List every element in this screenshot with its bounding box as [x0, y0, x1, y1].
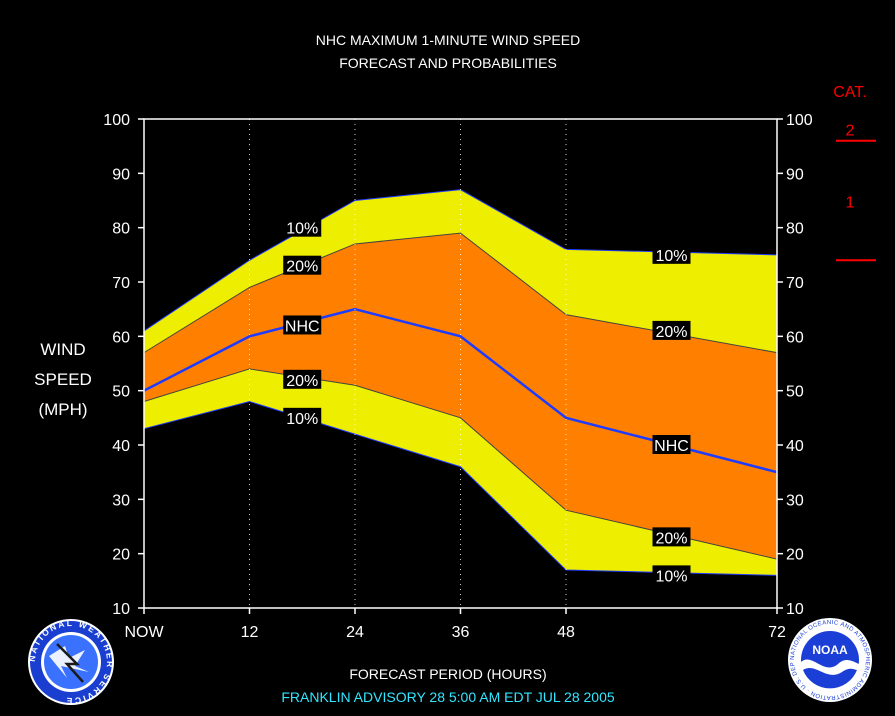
- series-label-bg: [652, 244, 691, 264]
- x-axis-label: FORECAST PERIOD (HOURS): [349, 666, 546, 682]
- x-tick-label: 24: [346, 624, 364, 641]
- y-axis-label-line3: (MPH): [38, 400, 87, 419]
- x-tick-label: 12: [241, 624, 259, 641]
- y-axis-label-line2: SPEED: [34, 370, 92, 389]
- series-label: 20%: [655, 530, 687, 547]
- series-label-bg: [283, 369, 322, 389]
- series-label-bg: [283, 255, 322, 275]
- series-line-20pct-lower: [143, 368, 778, 560]
- y-tick-label-left: 60: [112, 329, 130, 346]
- series-label: 20%: [655, 324, 687, 341]
- y-tick-label-left: 90: [112, 166, 130, 183]
- y-tick-label-left: 40: [112, 438, 130, 455]
- y-tick-label-right: 10: [786, 601, 804, 618]
- y-tick-label-right: 30: [786, 492, 804, 509]
- series-label: NHC: [285, 318, 320, 335]
- series-label: 20%: [286, 259, 318, 276]
- category-title: CAT.: [833, 84, 866, 101]
- series-line-nhc: [143, 307, 778, 474]
- series-label: 10%: [655, 568, 687, 585]
- y-tick-label-right: 60: [786, 329, 804, 346]
- series-label: NHC: [654, 438, 689, 455]
- y-axis-label-line1: WIND: [40, 340, 85, 359]
- y-tick-label-left: 20: [112, 547, 130, 564]
- series-label-bg: [652, 435, 691, 454]
- y-tick-label-right: 20: [786, 547, 804, 564]
- y-tick-label-right: 90: [786, 166, 804, 183]
- y-tick-label-left: 10: [112, 601, 130, 618]
- series-label: 20%: [286, 373, 318, 390]
- series-line-10pct-lower: [143, 401, 778, 576]
- series-label-bg: [652, 527, 691, 547]
- series-label-bg: [652, 565, 691, 585]
- noaa-logo: NOAA NATIONAL OCEANIC AND ATMOSPHERIC AD…: [788, 618, 872, 702]
- y-tick-label-left: 30: [112, 492, 130, 509]
- y-tick-label-left: 50: [112, 384, 130, 401]
- x-tick-label: 72: [768, 624, 786, 641]
- series-line-10pct-upper: [143, 189, 778, 332]
- x-tick-label: 36: [452, 624, 470, 641]
- series-label: 10%: [286, 221, 318, 238]
- y-tick-label-right: 80: [786, 221, 804, 238]
- series-label-bg: [283, 407, 322, 427]
- noaa-logo-text: NOAA: [812, 643, 848, 657]
- chart-title-line1: NHC MAXIMUM 1-MINUTE WIND SPEED: [316, 32, 580, 48]
- category-label: 1: [846, 194, 855, 211]
- x-tick-label: NOW: [124, 624, 164, 641]
- advisory-text: FRANKLIN ADVISORY 28 5:00 AM EDT JUL 28 …: [281, 689, 615, 705]
- y-tick-label-left: 100: [103, 112, 130, 129]
- y-tick-label-left: 80: [112, 221, 130, 238]
- x-tick-label: 48: [557, 624, 575, 641]
- series-label-bg: [652, 320, 691, 340]
- y-tick-label-left: 70: [112, 275, 130, 292]
- y-tick-label-right: 100: [786, 112, 813, 129]
- ext-label: EXT: [748, 593, 773, 608]
- y-tick-label-right: 50: [786, 384, 804, 401]
- series-label: 10%: [655, 248, 687, 265]
- y-tick-label-right: 40: [786, 438, 804, 455]
- y-tick-label-right: 70: [786, 275, 804, 292]
- axes: 10 10 20 20 30 30 40 40 50 50 60 60 70 70 80 80 90 90 100 1…: [103, 112, 813, 641]
- category-scale: 21: [836, 123, 876, 262]
- chart-title-line2: FORECAST AND PROBABILITIES: [339, 55, 557, 71]
- band-20pct: [144, 233, 777, 560]
- series-line-20pct-upper: [143, 232, 778, 354]
- series-label-bg: [283, 217, 322, 237]
- plot-area: 10% 20% NHC 20% 10% 10% 20% NHC 20% 10%: [143, 119, 778, 608]
- nws-logo: NATIONAL WEATHER SERVICE: [27, 618, 114, 706]
- category-label: 2: [846, 123, 855, 140]
- series-label-bg: [283, 315, 322, 335]
- series-label: 10%: [286, 411, 318, 428]
